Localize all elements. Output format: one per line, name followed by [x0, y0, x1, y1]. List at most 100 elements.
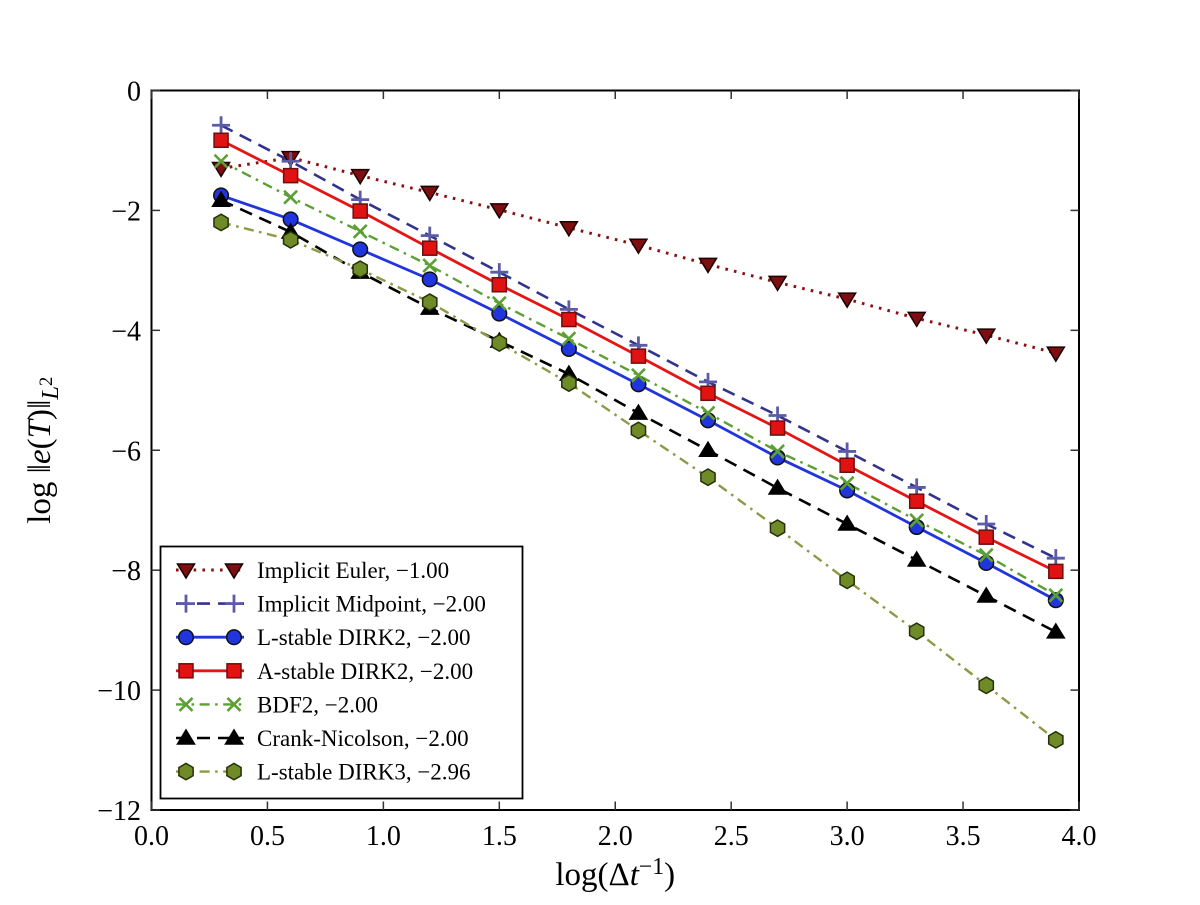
series-2-marker — [1047, 592, 1064, 609]
legend-sample-marker — [226, 663, 242, 679]
series-6-marker — [491, 333, 508, 352]
series-6-marker — [978, 676, 995, 695]
series-2-marker — [421, 271, 438, 288]
series-4-marker — [561, 331, 577, 347]
series-0-marker — [698, 257, 718, 274]
legend-entry-label: Implicit Euler, −1.00 — [257, 558, 449, 583]
y-tick-label: −6 — [111, 436, 141, 467]
series-1-marker — [212, 116, 231, 135]
series-4-marker — [491, 295, 507, 311]
series-2-marker — [839, 482, 856, 499]
series-0-marker — [767, 275, 788, 292]
x-tick-label: 3.0 — [830, 821, 865, 852]
series-3-marker — [422, 240, 438, 256]
legend-sample-marker — [176, 563, 196, 580]
series-4-marker — [1048, 587, 1064, 603]
series-4-marker — [283, 189, 299, 205]
series-6-marker — [700, 468, 716, 487]
series-0-marker — [350, 168, 371, 186]
x-tick-label: 4.0 — [1062, 821, 1097, 852]
legend-entry-label: BDF2, −2.00 — [257, 692, 378, 717]
series-1-marker — [838, 442, 857, 461]
series-0-marker — [489, 203, 510, 220]
series-3-marker — [839, 457, 855, 473]
series-4-marker — [839, 475, 855, 491]
series-6-marker — [561, 374, 577, 393]
series-4-marker — [978, 547, 994, 563]
series-5-marker — [976, 586, 997, 603]
legend-sample-marker — [177, 594, 195, 613]
series-5-marker — [1045, 622, 1066, 639]
series-4-marker — [631, 367, 646, 383]
series-6-marker — [282, 230, 299, 249]
series-6-marker — [1047, 730, 1064, 749]
legend-sample-marker — [178, 663, 194, 679]
x-tick-label: 0.0 — [134, 821, 169, 852]
series-4-marker — [700, 405, 716, 421]
series-5-marker — [211, 190, 231, 207]
legend-sample-marker — [225, 629, 243, 646]
legend-entry-label: L-stable DIRK2, −2.00 — [257, 625, 471, 650]
legend-sample-marker — [225, 594, 243, 613]
series-3-marker — [630, 348, 647, 364]
legend-sample-marker — [177, 629, 195, 646]
x-axis-label: log(Δt−1) — [555, 854, 675, 893]
series-2-marker — [978, 554, 995, 572]
series-0-marker — [628, 238, 649, 255]
series-4-marker — [770, 444, 785, 459]
legend-sample-marker — [178, 696, 194, 712]
legend-box — [159, 545, 524, 800]
y-tick-label: −12 — [97, 796, 141, 827]
y-tick-label: −4 — [111, 316, 141, 347]
series-2-marker — [352, 241, 369, 258]
y-tick-label: −2 — [111, 196, 141, 227]
x-tick-label: 3.5 — [946, 821, 981, 852]
legend: Implicit Euler, −1.00 Implicit Midpoint, … — [159, 545, 524, 800]
legend-sample-marker — [178, 762, 194, 781]
legend-sample-marker — [224, 728, 244, 745]
y-tick-label: −10 — [97, 676, 141, 707]
series-6-marker — [352, 260, 369, 279]
series-3-marker — [491, 277, 508, 293]
legend-entry-label: A-stable DIRK2, −2.00 — [257, 659, 473, 684]
legend-sample-marker — [226, 762, 242, 781]
series-3-marker — [978, 529, 994, 545]
series-3-marker — [213, 132, 229, 149]
series-6-marker — [769, 519, 786, 538]
series-6-marker — [908, 622, 925, 641]
y-tick-label: −8 — [111, 556, 141, 587]
series-6-marker — [213, 213, 229, 232]
series-1-marker — [281, 152, 300, 171]
series-5-marker — [628, 403, 649, 420]
series-0-marker — [559, 221, 579, 238]
series-6-marker — [421, 293, 438, 312]
series-5-marker — [698, 440, 718, 457]
series-5-marker — [767, 478, 788, 495]
series-4-marker — [422, 258, 438, 273]
series-6-marker — [630, 421, 647, 440]
series-4-marker — [909, 512, 925, 528]
legend-sample-marker — [176, 728, 196, 745]
series-2-marker — [699, 412, 717, 429]
series-0-marker — [1045, 346, 1066, 363]
series-3-marker — [700, 385, 716, 402]
series-0-marker — [906, 311, 927, 328]
legend-entry-label: Implicit Midpoint, −2.00 — [257, 592, 486, 617]
series-4-marker — [352, 223, 368, 239]
series-0-marker — [976, 328, 997, 345]
legend-entry-label: Crank-Nicolson, −2.00 — [257, 726, 469, 751]
x-tick-label: 2.5 — [714, 821, 749, 852]
x-tick-label: 0.5 — [250, 821, 285, 852]
series-3-marker — [908, 493, 925, 509]
series-5-marker — [906, 550, 927, 567]
series-3-marker — [282, 167, 299, 184]
series-0-marker — [419, 185, 440, 202]
series-4-marker — [213, 153, 229, 169]
series-0-marker — [837, 292, 857, 309]
series-3-marker — [1048, 563, 1064, 580]
x-tick-label: 1.5 — [482, 821, 517, 852]
legend-sample-marker — [224, 563, 244, 580]
series-1-marker — [907, 478, 926, 497]
